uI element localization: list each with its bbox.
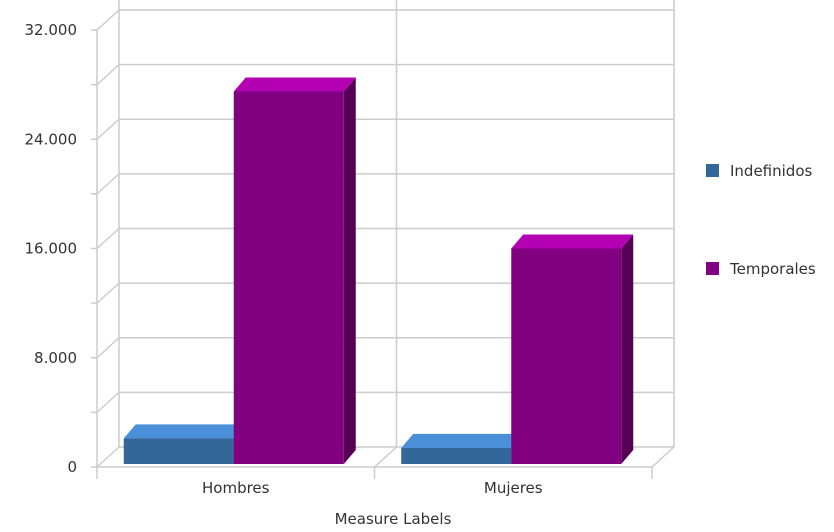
x-axis-title: Measure Labels xyxy=(335,510,452,528)
y-tick-label: 16.000 xyxy=(25,240,78,258)
bar-indefinidos-mujeres xyxy=(401,433,524,464)
legend-item: Temporales xyxy=(706,260,816,278)
y-tick-label: 24.000 xyxy=(25,130,78,148)
grid-line-side xyxy=(96,282,120,304)
bar-side xyxy=(343,77,356,464)
bar-front xyxy=(511,248,622,464)
bar-temporales-hombres xyxy=(233,77,356,464)
axes xyxy=(96,30,675,479)
grid-line-side xyxy=(96,227,120,250)
legend-label: Temporales xyxy=(729,260,816,278)
bar-top xyxy=(511,234,634,249)
bar-front xyxy=(401,447,512,464)
grid-line-side xyxy=(96,118,120,140)
y-tick-label: 32.000 xyxy=(25,21,78,39)
grid-line-side xyxy=(96,9,120,31)
y-tick-label: 8.000 xyxy=(34,349,77,367)
y-tick-label: 0 xyxy=(67,458,77,476)
legend-label: Indefinidos xyxy=(730,162,813,180)
bar-temporales-mujeres xyxy=(511,234,634,464)
bar-top xyxy=(233,77,356,92)
grid-line-side xyxy=(96,337,120,359)
floor-divider xyxy=(373,446,398,468)
grid-line-side xyxy=(96,173,120,195)
floor-right-edge xyxy=(651,446,675,468)
grid-line-side xyxy=(96,446,120,468)
bar-top xyxy=(123,424,246,439)
chart-walls xyxy=(118,0,675,447)
grid-line-side xyxy=(96,64,120,86)
legend-swatch xyxy=(706,164,719,177)
bar-front xyxy=(123,438,234,464)
y-tick-labels: 0 8.000 16.000 24.000 32.000 xyxy=(25,21,78,476)
bar-indefinidos-hombres xyxy=(123,424,246,464)
x-tick-labels: Hombres Mujeres xyxy=(202,479,543,497)
grid-line-side xyxy=(96,391,120,413)
bar-top xyxy=(401,433,524,448)
legend: Indefinidos Temporales xyxy=(706,162,816,278)
bar-side xyxy=(621,234,634,464)
x-tick-label: Hombres xyxy=(202,479,270,497)
bar-front xyxy=(233,91,344,464)
legend-swatch xyxy=(706,262,719,275)
x-tick-label: Mujeres xyxy=(484,479,543,497)
bars xyxy=(123,77,634,464)
legend-item: Indefinidos xyxy=(706,162,813,180)
